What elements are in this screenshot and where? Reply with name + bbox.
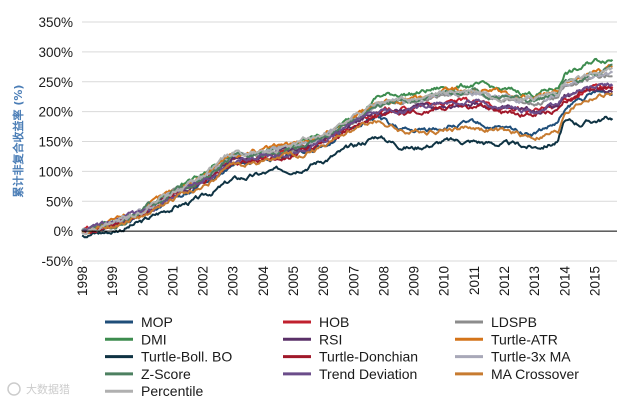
x-tick-label: 2005 — [286, 266, 301, 296]
legend-label: MOP — [141, 314, 173, 330]
x-tick-label: 2011 — [467, 266, 482, 295]
x-tick-label: 2008 — [376, 266, 391, 296]
y-tick-label: 300% — [38, 45, 73, 60]
legend-label: HOB — [319, 314, 349, 330]
y-axis-label: 累计非复合收益率 (%) — [11, 85, 25, 198]
watermark-icon — [7, 382, 21, 396]
y-tick-label: 100% — [38, 164, 73, 179]
legend-label: MA Crossover — [491, 366, 579, 382]
legend-label: Trend Deviation — [319, 366, 417, 382]
x-tick-label: 2002 — [196, 266, 211, 296]
y-tick-label: -50% — [41, 254, 73, 269]
x-tick-label: 1999 — [105, 266, 120, 296]
y-axis-ticks: 350% 300% 250% 200% 150% 100% 50% 0% -50% — [38, 15, 73, 269]
y-tick-label: 0% — [53, 224, 73, 239]
legend-label: RSI — [319, 331, 342, 347]
legend-label: Turtle-Boll. BO — [141, 349, 232, 365]
watermark: 大数据猎 — [7, 382, 70, 396]
legend-label: Percentile — [141, 383, 203, 399]
series-lines — [81, 57, 614, 239]
x-tick-label: 2010 — [437, 266, 452, 296]
legend-label: Turtle-3x MA — [491, 349, 571, 365]
x-tick-label: 2009 — [407, 266, 422, 296]
legend-label: DMI — [141, 331, 167, 347]
x-tick-label: 2012 — [497, 266, 512, 296]
x-tick-label: 2013 — [527, 266, 542, 296]
y-tick-label: 150% — [38, 135, 73, 150]
watermark-text: 大数据猎 — [26, 382, 70, 396]
series-ma-crossover — [81, 92, 613, 236]
y-tick-label: 200% — [38, 105, 73, 120]
series-percentile — [81, 67, 613, 236]
series-turtle-boll-bo — [81, 115, 614, 239]
legend-label: Turtle-Donchian — [319, 349, 418, 365]
legend-label: LDSPB — [491, 314, 537, 330]
x-tick-label: 2006 — [316, 266, 331, 296]
y-tick-label: 50% — [46, 194, 73, 209]
x-tick-label: 2001 — [165, 266, 180, 296]
x-tick-label: 2000 — [135, 266, 150, 296]
series-rsi — [81, 86, 614, 233]
x-tick-label: 2003 — [226, 266, 241, 296]
x-tick-label: 2014 — [557, 266, 572, 297]
x-tick-label: 2007 — [346, 266, 361, 296]
x-tick-label: 1998 — [75, 266, 90, 296]
series-hob — [81, 83, 614, 232]
y-tick-label: 250% — [38, 75, 73, 90]
x-tick-label: 2004 — [256, 266, 271, 297]
gridlines — [82, 21, 617, 262]
x-axis-ticks: 1998 1999 2000 2001 2002 2003 2004 2005 2006 2007… — [75, 266, 602, 297]
legend: MOP HOB LDSPB DMI RSI Turtle-ATR Turtle-Boll. … — [105, 314, 579, 399]
legend-label: Turtle-ATR — [491, 331, 558, 347]
y-tick-label: 350% — [38, 15, 73, 30]
legend-label: Z-Score — [141, 366, 191, 382]
x-tick-label: 2015 — [587, 266, 602, 296]
